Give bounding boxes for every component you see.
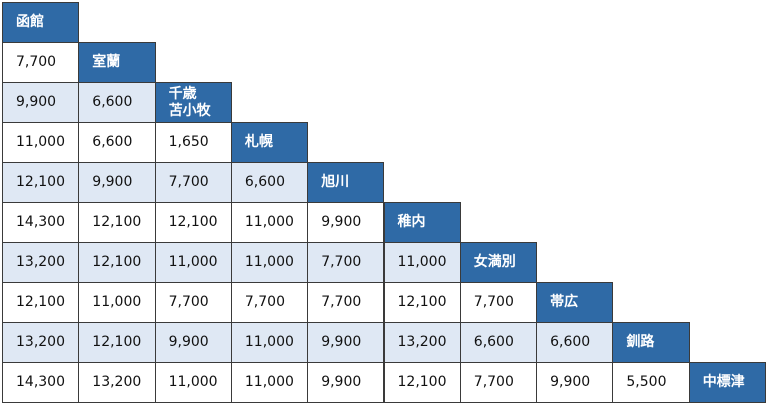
- fare-cell: 7,700: [154, 162, 232, 203]
- fare-cell: 13,200: [2, 242, 80, 283]
- station-header: 函館: [2, 2, 80, 43]
- fare-cell: 12,100: [154, 202, 232, 243]
- fare-cell: 11,000: [2, 122, 80, 163]
- fare-cell: 6,600: [230, 162, 309, 203]
- fare-cell: 1,650: [154, 122, 232, 163]
- fare-cell: 11,000: [230, 202, 309, 243]
- station-header: 稚内: [383, 202, 461, 243]
- fare-cell: 7,700: [307, 242, 385, 283]
- fare-cell: 6,600: [78, 82, 156, 123]
- station-header: 中標津: [688, 362, 766, 403]
- fare-cell: 14,300: [2, 362, 80, 403]
- station-header: 旭川: [307, 162, 385, 203]
- fare-cell: 12,100: [383, 282, 461, 323]
- fare-cell: 11,000: [230, 362, 309, 403]
- fare-cell: 11,000: [230, 322, 309, 363]
- station-header: 釧路: [612, 322, 690, 363]
- fare-cell: 6,600: [536, 322, 614, 363]
- fare-cell: 14,300: [2, 202, 80, 243]
- fare-cell: 6,600: [78, 122, 156, 163]
- fare-cell: 9,900: [78, 162, 156, 203]
- fare-cell: 12,100: [2, 162, 80, 203]
- fare-cell: 12,100: [78, 202, 156, 243]
- station-header: 女満別: [459, 242, 538, 283]
- station-header: 千歳 苫小牧: [154, 82, 232, 123]
- fare-cell: 7,700: [2, 42, 80, 83]
- fare-cell: 9,900: [307, 202, 385, 243]
- fare-cell: 11,000: [78, 282, 156, 323]
- station-header: 札幌: [230, 122, 309, 163]
- fare-cell: 12,100: [78, 242, 156, 283]
- fare-cell: 13,200: [2, 322, 80, 363]
- fare-cell: 12,100: [78, 322, 156, 363]
- fare-cell: 9,900: [154, 322, 232, 363]
- fare-cell: 11,000: [154, 362, 232, 403]
- fare-cell: 11,000: [230, 242, 309, 283]
- fare-cell: 7,700: [230, 282, 309, 323]
- fare-cell: 9,900: [536, 362, 614, 403]
- station-header: 室蘭: [78, 42, 156, 83]
- fare-cell: 7,700: [459, 282, 538, 323]
- station-header: 帯広: [536, 282, 614, 323]
- fare-cell: 9,900: [2, 82, 80, 123]
- fare-cell: 6,600: [459, 322, 538, 363]
- fare-cell: 7,700: [154, 282, 232, 323]
- fare-cell: 9,900: [307, 322, 385, 363]
- fare-cell: 12,100: [383, 362, 461, 403]
- fare-cell: 7,700: [459, 362, 538, 403]
- fare-cell: 5,500: [612, 362, 690, 403]
- fare-cell: 12,100: [2, 282, 80, 323]
- fare-cell: 11,000: [383, 242, 461, 283]
- fare-cell: 9,900: [307, 362, 385, 403]
- fare-cell: 13,200: [78, 362, 156, 403]
- fare-cell: 13,200: [383, 322, 461, 363]
- fare-cell: 7,700: [307, 282, 385, 323]
- fare-cell: 11,000: [154, 242, 232, 283]
